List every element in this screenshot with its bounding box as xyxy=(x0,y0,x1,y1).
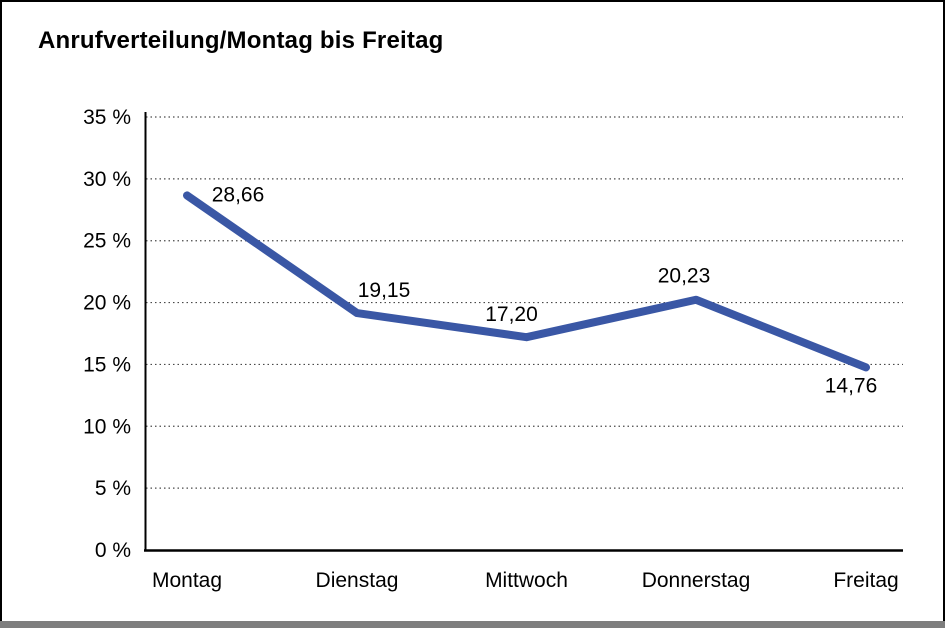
y-tick-label: 0 % xyxy=(95,539,131,562)
x-category-label: Dienstag xyxy=(316,569,399,592)
x-category-label: Donnerstag xyxy=(642,569,751,592)
data-point-label: 20,23 xyxy=(658,265,711,288)
y-tick-label: 15 % xyxy=(83,353,131,376)
x-category-label: Freitag xyxy=(833,569,898,592)
data-point-label: 17,20 xyxy=(485,303,538,326)
line-chart: 0 % 5 % 10 % 15 % 20 % 25 % 30 % 35 % Montag Dien… xyxy=(83,106,903,592)
y-tick-label: 35 % xyxy=(83,106,131,129)
data-point-label: 28,66 xyxy=(212,183,265,206)
x-category-label: Mittwoch xyxy=(485,569,568,592)
data-point-label: 19,15 xyxy=(358,279,411,302)
data-point-label: 14,76 xyxy=(825,374,878,397)
y-tick-label: 25 % xyxy=(83,230,131,253)
data-series-line xyxy=(183,191,870,372)
x-category-label: Montag xyxy=(152,569,222,592)
chart-title: Anrufverteilung/Montag bis Freitag xyxy=(38,27,444,54)
y-tick-label: 10 % xyxy=(83,415,131,438)
y-tick-label: 20 % xyxy=(83,292,131,315)
window-bottom-edge xyxy=(0,621,945,628)
y-tick-label: 5 % xyxy=(95,477,131,500)
y-tick-label: 30 % xyxy=(83,168,131,191)
